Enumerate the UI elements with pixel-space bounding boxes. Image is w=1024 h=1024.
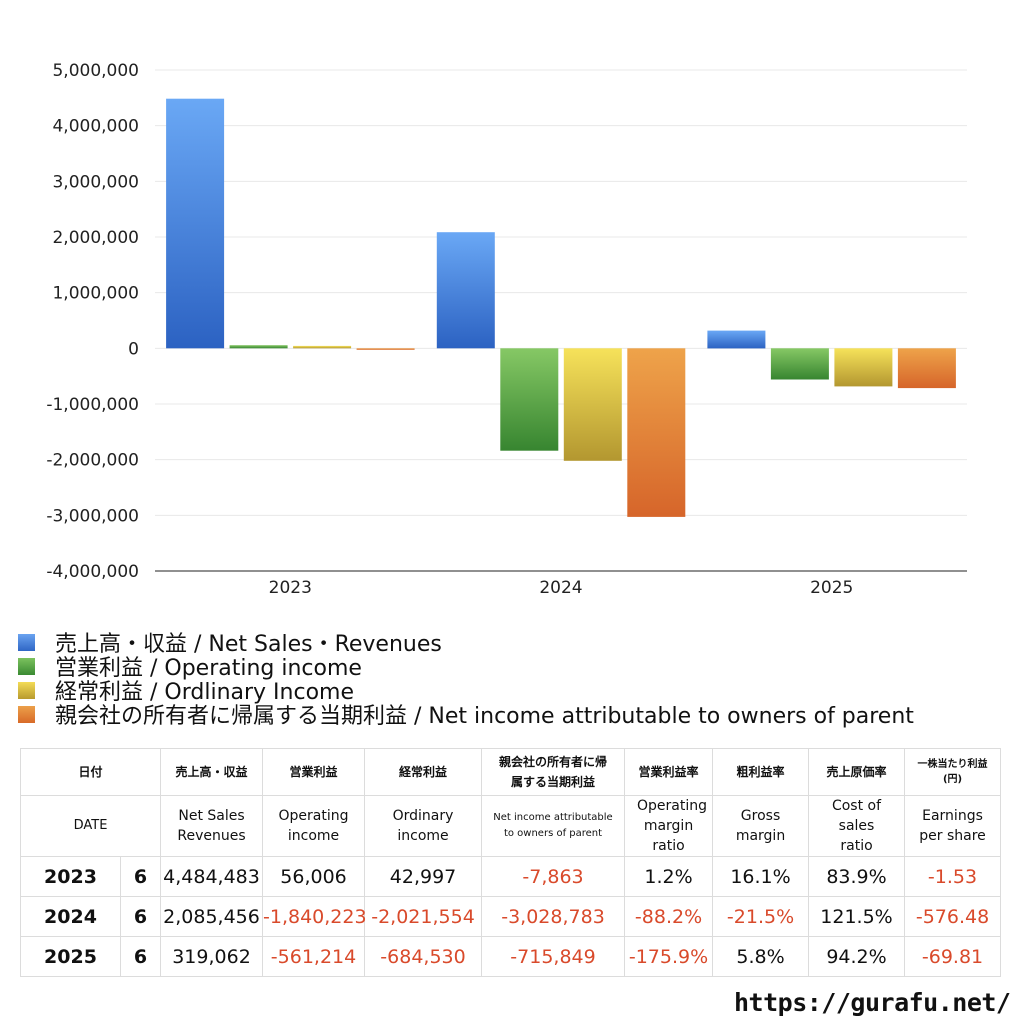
legend: 売上高・収益 / Net Sales・Revenues 営業利益 / Opera…: [18, 630, 914, 729]
cell-value: 2,085,456: [160, 896, 264, 937]
cell-value: -684,530: [364, 936, 483, 977]
cell-value: -3,028,783: [481, 896, 626, 937]
y-tick-label: -1,000,000: [46, 395, 139, 415]
y-tick-label: 1,000,000: [52, 284, 139, 304]
y-tick-label: 0: [128, 339, 139, 359]
row-year: 2025: [20, 936, 121, 977]
legend-label: 営業利益 / Operating income: [55, 656, 362, 681]
cell-value: -1,840,223: [262, 896, 367, 937]
site-url: https://gurafu.net/: [734, 988, 1011, 1017]
bar-2023-series-2: [293, 345, 352, 349]
y-axis-ticks: 5,000,000 4,000,000 3,000,000 2,000,000 1,00…: [46, 61, 139, 582]
header-operating-margin-ja: 営業利益率: [624, 748, 714, 796]
header-ordinary-income-ja: 経常利益: [364, 748, 483, 796]
cell-value: 94.2%: [808, 936, 906, 977]
y-tick-label: 5,000,000: [52, 61, 139, 81]
cell-value: -576.48: [904, 896, 1002, 937]
x-tick-label: 2024: [539, 578, 582, 598]
table-row: 2024 6 2,085,456 -1,840,223 -2,021,554 -…: [20, 896, 1002, 937]
table-row: 2025 6 319,062 -561,214 -684,530 -715,84…: [20, 936, 1002, 977]
header-net-sales-en: Net Sales Revenues: [160, 795, 264, 857]
cell-value: 1.2%: [624, 856, 714, 897]
y-tick-label: 4,000,000: [52, 117, 139, 137]
bars: [166, 98, 956, 517]
legend-item-net-income: 親会社の所有者に帰属する当期利益 / Net income attributab…: [18, 702, 914, 729]
legend-swatch: [18, 681, 35, 699]
header-operating-margin-en: Operating margin ratio: [624, 795, 714, 857]
row-year: 2023: [20, 856, 121, 897]
row-month: 6: [119, 896, 162, 937]
cell-value: 83.9%: [808, 856, 906, 897]
bar-2023-series-0: [166, 98, 225, 349]
bar-2025-series-2: [834, 348, 893, 387]
bar-2025-series-3: [897, 348, 956, 389]
header-operating-income-en: Operating income: [262, 795, 366, 857]
cell-value: -2,021,554: [364, 896, 483, 937]
bar-2023-series-1: [229, 345, 288, 349]
legend-swatch: [18, 633, 35, 651]
row-year: 2024: [20, 896, 121, 937]
header-cost-ratio-ja: 売上原価率: [808, 748, 906, 796]
legend-label: 経常利益 / Ordlinary Income: [55, 680, 354, 705]
cell-value: -715,849: [481, 936, 626, 977]
cell-value: -7,863: [481, 856, 626, 897]
cell-value: 4,484,483: [160, 856, 264, 897]
financial-table: 日付 売上高・収益 営業利益 経常利益 親会社の所有者に帰属する当期利益 営業利…: [19, 748, 1002, 977]
y-tick-label: -3,000,000: [46, 506, 139, 526]
cell-value: 121.5%: [808, 896, 906, 937]
header-eps-ja: 一株当たり利益(円): [904, 748, 1002, 796]
legend-item-operating-income: 営業利益 / Operating income: [18, 654, 914, 681]
row-month: 6: [119, 936, 162, 977]
row-month: 6: [119, 856, 162, 897]
cell-value: -1.53: [904, 856, 1002, 897]
legend-label: 売上高・収益 / Net Sales・Revenues: [55, 632, 442, 657]
table-header-ja: 日付 売上高・収益 営業利益 経常利益 親会社の所有者に帰属する当期利益 営業利…: [19, 748, 1002, 796]
legend-swatch: [18, 705, 35, 723]
cell-value: 42,997: [364, 856, 483, 897]
cell-value: 56,006: [262, 856, 366, 897]
x-tick-label: 2025: [810, 578, 853, 598]
cell-value: -88.2%: [624, 896, 714, 937]
header-ordinary-income-en: Ordinary income: [364, 795, 483, 857]
bar-2024-series-2: [563, 348, 622, 461]
header-net-income-en: Net income attributable to owners of par…: [481, 795, 626, 857]
x-axis-ticks: 2023 2024 2025: [269, 578, 854, 598]
cell-value: 16.1%: [712, 856, 810, 897]
legend-item-net-sales: 売上高・収益 / Net Sales・Revenues: [18, 630, 914, 657]
grid-lines: [155, 69, 967, 516]
header-operating-income-ja: 営業利益: [262, 748, 366, 796]
legend-swatch: [18, 657, 35, 675]
x-tick-label: 2023: [269, 578, 312, 598]
cell-value: -21.5%: [712, 896, 810, 937]
legend-item-ordinary-income: 経常利益 / Ordlinary Income: [18, 678, 914, 705]
y-tick-label: -2,000,000: [46, 451, 139, 471]
table-header-en: DATE Net Sales Revenues Operating income…: [19, 795, 1002, 857]
cell-value: 5.8%: [712, 936, 810, 977]
header-date-en: DATE: [19, 795, 162, 857]
header-cost-ratio-en: Cost of sales ratio: [808, 795, 906, 857]
header-gross-margin-en: Gross margin: [712, 795, 810, 857]
bar-2024-series-1: [500, 348, 559, 451]
cell-value: -175.9%: [624, 936, 714, 977]
cell-value: 319,062: [160, 936, 264, 977]
header-gross-margin-ja: 粗利益率: [712, 748, 810, 796]
y-tick-label: 2,000,000: [52, 228, 139, 248]
bar-2025-series-0: [707, 330, 766, 349]
header-eps-en: Earnings per share: [904, 795, 1002, 857]
cell-value: -69.81: [904, 936, 1002, 977]
bar-2025-series-1: [770, 348, 829, 380]
header-net-income-ja: 親会社の所有者に帰属する当期利益: [481, 748, 626, 796]
y-tick-label: -4,000,000: [46, 562, 139, 582]
legend-label: 親会社の所有者に帰属する当期利益 / Net income attributab…: [55, 704, 914, 729]
header-date-ja: 日付: [19, 748, 162, 796]
bar-chart: 5,000,000 4,000,000 3,000,000 2,000,000 1,00…: [46, 61, 967, 598]
bar-2024-series-0: [436, 232, 495, 349]
cell-value: -561,214: [262, 936, 366, 977]
bar-2024-series-3: [627, 348, 686, 517]
bar-2023-series-3: [356, 348, 415, 350]
header-net-sales-ja: 売上高・収益: [160, 748, 264, 796]
table-row: 2023 6 4,484,483 56,006 42,997 -7,863 1.…: [20, 856, 1002, 897]
y-tick-label: 3,000,000: [52, 172, 139, 192]
